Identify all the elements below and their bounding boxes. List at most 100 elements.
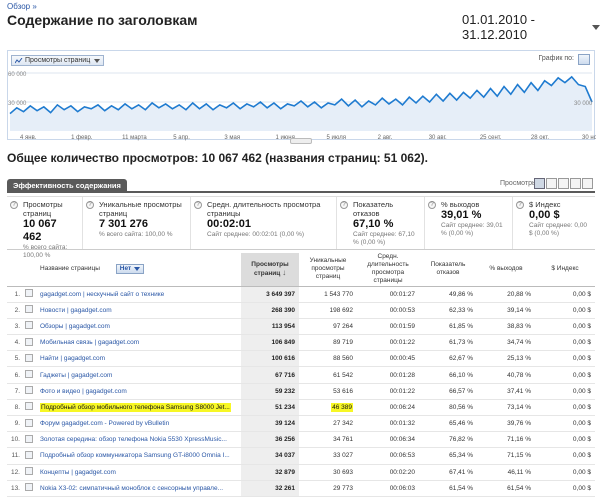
date-range-picker[interactable]: 01.01.2010 - 31.12.2010 — [462, 12, 600, 42]
unique-cell: 33 027 — [299, 447, 357, 465]
page-link[interactable]: Подробный обзор коммуникатора Samsung GT… — [40, 452, 230, 460]
row-control[interactable] — [23, 350, 36, 368]
chart-collapse-handle[interactable] — [290, 138, 312, 144]
x-tick-label: 11 марта — [122, 135, 147, 141]
page-cell: Форум gagadget.com - Powered by vBulleti… — [36, 415, 241, 433]
metric-name: % выходов — [441, 200, 480, 209]
page-cell: Концепты | gagadget.com — [36, 464, 241, 481]
table-row: 1. gagadget.com | нескучный сайт о техник… — [7, 286, 595, 303]
page-link[interactable]: Мобильная связь | gagadget.com — [40, 339, 140, 347]
graph-by-button[interactable] — [578, 54, 590, 65]
line-chart-icon — [15, 57, 23, 63]
row-control[interactable] — [23, 302, 36, 319]
page-link[interactable]: Новости | gagadget.com — [40, 306, 112, 314]
bar-view-icon[interactable] — [558, 178, 569, 189]
exit-header[interactable]: % выходов — [477, 253, 535, 287]
chevron-down-icon[interactable] — [592, 24, 600, 30]
help-icon[interactable]: ? — [194, 201, 202, 209]
row-control[interactable] — [23, 464, 36, 481]
pageviews-header[interactable]: Просмотры страниц ↓ — [241, 253, 299, 287]
help-icon[interactable]: ? — [10, 201, 18, 209]
x-tick-label: 5 июля — [327, 135, 346, 141]
row-options-icon[interactable] — [25, 337, 33, 346]
page-cell: Подробный обзор мобильного телефона Sams… — [36, 399, 241, 417]
page-link[interactable]: Nokia X3-02: симпатичный моноблок с сенс… — [40, 484, 223, 492]
row-control[interactable] — [23, 334, 36, 352]
content-table: Название страницы Нет Просмотры страниц … — [7, 253, 595, 497]
table-view-icon[interactable] — [534, 178, 545, 189]
row-index: 4. — [7, 334, 23, 352]
table-row: 8. Подробный обзор мобильного телефона Sa… — [7, 399, 595, 417]
metrics-summary: ? Просмотры страниц 10 067 462 % всего с… — [7, 196, 595, 259]
page-link[interactable]: Фото и видео | gagadget.com — [40, 387, 127, 395]
row-control[interactable] — [23, 480, 36, 497]
control-header — [23, 253, 36, 287]
page-link[interactable]: Гаджеты | gagadget.com — [40, 371, 113, 379]
duration-cell: 00:01:59 — [357, 318, 419, 336]
page-link[interactable]: Найти | gagadget.com — [40, 355, 106, 363]
page-link[interactable]: Обзоры | gagadget.com — [40, 322, 110, 330]
breadcrumb[interactable]: Обзор » — [7, 2, 37, 11]
row-options-icon[interactable] — [25, 434, 33, 443]
exit-cell: 39,76 % — [477, 415, 535, 433]
index-value-header[interactable]: $ Индекс — [535, 253, 595, 287]
unique-header[interactable]: Уникальные просмотры страниц — [299, 253, 357, 287]
table-row: 12. Концепты | gagadget.com 32 879 30 693 00… — [7, 464, 595, 481]
row-index: 6. — [7, 366, 23, 384]
exit-cell: 71,15 % — [477, 447, 535, 465]
duration-header[interactable]: Средн. длительность просмотра страницы — [357, 253, 419, 287]
page-link[interactable]: Золотая середина: обзор телефона Nokia 5… — [40, 436, 227, 444]
row-options-icon[interactable] — [25, 289, 33, 298]
help-icon[interactable]: ? — [516, 201, 524, 209]
row-options-icon[interactable] — [25, 467, 33, 476]
row-options-icon[interactable] — [25, 353, 33, 362]
pageviews-cell: 51 234 — [241, 399, 299, 417]
breadcrumb-link[interactable]: Обзор » — [7, 2, 37, 11]
row-control[interactable] — [23, 447, 36, 465]
row-options-icon[interactable] — [25, 450, 33, 459]
row-control[interactable] — [23, 318, 36, 336]
tab-content-performance[interactable]: Эффективность содержания — [7, 179, 127, 192]
page-link[interactable]: Концепты | gagadget.com — [40, 468, 116, 476]
page-link[interactable]: gagadget.com | нескучный сайт о технике — [40, 290, 165, 298]
metric-selector[interactable]: Просмотры страниц — [11, 55, 105, 66]
row-options-icon[interactable] — [25, 418, 33, 427]
page-link[interactable]: Форум gagadget.com - Powered by vBulleti… — [40, 420, 170, 428]
x-tick-label: 3 мая — [224, 135, 240, 141]
help-icon[interactable]: ? — [86, 201, 94, 209]
secondary-dimension-select[interactable]: Нет — [115, 264, 145, 275]
help-icon[interactable]: ? — [340, 201, 348, 209]
row-options-icon[interactable] — [25, 483, 33, 492]
row-options-icon[interactable] — [25, 386, 33, 395]
metric-sub: % всего сайта: 100,00 % — [99, 231, 173, 238]
pageviews-cell: 32 879 — [241, 464, 299, 481]
x-tick-label: 30 нояб. — [582, 135, 596, 141]
row-options-icon[interactable] — [25, 402, 33, 411]
row-options-icon[interactable] — [25, 370, 33, 379]
row-options-icon[interactable] — [25, 321, 33, 330]
row-options-icon[interactable] — [25, 305, 33, 314]
page-link[interactable]: Подробный обзор мобильного телефона Sams… — [40, 402, 231, 412]
exit-cell: 61,54 % — [477, 480, 535, 497]
row-control[interactable] — [23, 286, 36, 303]
page-title-header[interactable]: Название страницы Нет — [36, 253, 241, 287]
unique-cell: 53 616 — [299, 383, 357, 400]
pivot-view-icon[interactable] — [582, 178, 593, 189]
row-control[interactable] — [23, 366, 36, 384]
compare-view-icon[interactable] — [570, 178, 581, 189]
row-control[interactable] — [23, 399, 36, 417]
exit-cell: 39,14 % — [477, 302, 535, 319]
row-control[interactable] — [23, 383, 36, 400]
duration-header-label: Средн. длительность просмотра страницы — [367, 253, 409, 285]
help-icon[interactable]: ? — [428, 201, 436, 209]
duration-cell: 00:01:32 — [357, 415, 419, 433]
pie-view-icon[interactable] — [546, 178, 557, 189]
row-control[interactable] — [23, 431, 36, 449]
metric-value: 10 067 462 — [23, 218, 57, 243]
date-range-label: 01.01.2010 - 31.12.2010 — [462, 12, 536, 42]
pageviews-cell: 34 037 — [241, 447, 299, 465]
row-control[interactable] — [23, 415, 36, 433]
bounce-header[interactable]: Показатель отказов — [419, 253, 477, 287]
row-index: 1. — [7, 286, 23, 303]
unique-value: 61 542 — [333, 371, 353, 379]
